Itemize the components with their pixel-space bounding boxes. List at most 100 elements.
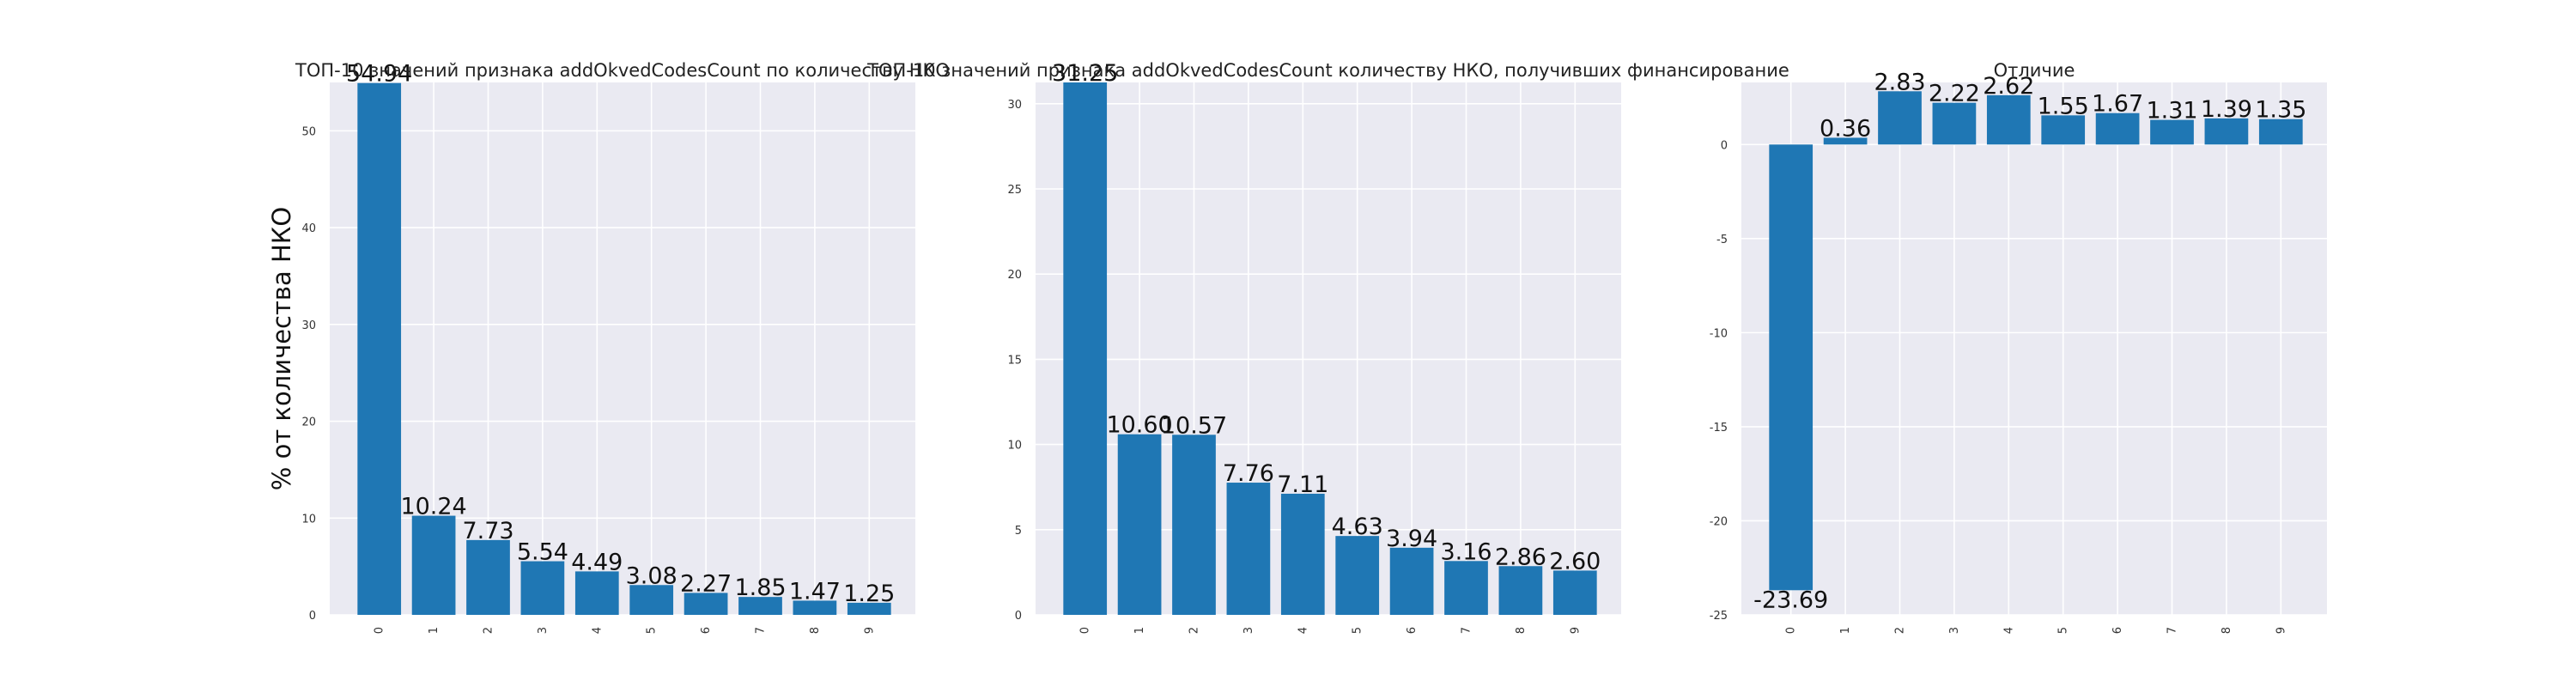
x-tick-label: 3 bbox=[537, 627, 550, 634]
bar bbox=[357, 82, 402, 615]
x-tick-label: 7 bbox=[755, 627, 768, 634]
x-tick-label: 9 bbox=[1569, 627, 1582, 634]
x-tick-label: 8 bbox=[809, 627, 822, 634]
bar bbox=[1769, 144, 1814, 591]
bar bbox=[1878, 91, 1922, 145]
x-tick-label: 8 bbox=[1515, 627, 1528, 634]
bar bbox=[1226, 483, 1271, 615]
chart-title-2: ТОП-10 значений признака addOkvedCodesCo… bbox=[866, 60, 1789, 81]
data-label: 1.47 bbox=[789, 578, 841, 605]
x-tick-label: 1 bbox=[428, 627, 440, 634]
data-label: 31.25 bbox=[1052, 60, 1118, 87]
y-tick-label: -25 bbox=[1710, 610, 1728, 623]
x-tick-label: 9 bbox=[863, 627, 876, 634]
data-label: 2.22 bbox=[1929, 81, 1980, 107]
data-label: 1.55 bbox=[2038, 93, 2089, 119]
x-tick-label: 5 bbox=[1352, 627, 1364, 634]
data-label: 7.11 bbox=[1277, 471, 1328, 498]
chart-panel-1: 54.94 10.247.735.54 4.493.08 2.27 1.85 1.47 1.… bbox=[267, 60, 950, 634]
chart-panel-3: -23.69 0.362.83 2.22 2.621.55 1.67 1.31 1.39 1.… bbox=[1710, 60, 2327, 634]
bar bbox=[1552, 570, 1597, 615]
bar bbox=[738, 597, 782, 615]
data-label: 1.31 bbox=[2146, 98, 2197, 125]
x-tick-label: 4 bbox=[2002, 627, 2015, 634]
data-label: 7.76 bbox=[1223, 460, 1274, 487]
data-label: 1.35 bbox=[2255, 97, 2306, 124]
x-tick-label: 0 bbox=[374, 627, 386, 634]
y-ticks-2: 0 5 10 15 20 25 30 bbox=[1007, 99, 1022, 623]
bar bbox=[629, 585, 674, 615]
bar bbox=[1335, 536, 1380, 615]
bar bbox=[574, 571, 619, 615]
data-label: 10.60 bbox=[1106, 412, 1172, 439]
data-label: 10.57 bbox=[1161, 412, 1227, 439]
data-label: 3.08 bbox=[626, 562, 677, 589]
data-label: 7.73 bbox=[462, 518, 513, 544]
y-tick-label: -15 bbox=[1710, 422, 1728, 435]
y-tick-label: -20 bbox=[1710, 515, 1728, 528]
bar bbox=[1063, 82, 1108, 615]
bar bbox=[1280, 493, 1325, 615]
data-label: 1.85 bbox=[734, 575, 786, 601]
data-label: 0.36 bbox=[1820, 115, 1871, 142]
y-ticks-1: 0 10 20 30 40 50 bbox=[301, 125, 316, 623]
bar bbox=[466, 539, 510, 615]
bar bbox=[1823, 137, 1868, 145]
bar bbox=[411, 515, 456, 615]
bar bbox=[1172, 435, 1216, 615]
data-labels-3: -23.69 0.362.83 2.22 2.621.55 1.67 1.31 1.39 1.… bbox=[1753, 69, 2306, 613]
x-tick-label: 3 bbox=[1948, 627, 1961, 634]
y-tick-label: 20 bbox=[301, 416, 316, 429]
data-label: 1.39 bbox=[2201, 96, 2252, 123]
x-tick-label: 4 bbox=[1297, 627, 1309, 634]
bar bbox=[2150, 119, 2194, 145]
x-tick-label: 7 bbox=[2166, 627, 2179, 634]
y-tick-label: 30 bbox=[301, 319, 316, 332]
bars-1 bbox=[357, 82, 891, 615]
bar bbox=[1986, 94, 2031, 145]
bar bbox=[1498, 566, 1543, 615]
data-label: 2.62 bbox=[1983, 73, 2034, 100]
bars-2 bbox=[1063, 82, 1597, 615]
x-tick-label: 9 bbox=[2275, 627, 2287, 634]
data-label: 1.67 bbox=[2092, 91, 2143, 118]
x-tick-label: 4 bbox=[591, 627, 604, 634]
x-tick-label: 2 bbox=[1894, 627, 1907, 634]
x-tick-label: 2 bbox=[1188, 627, 1201, 634]
y-tick-label: 0 bbox=[309, 610, 316, 623]
y-axis-label-1: % от количества НКО bbox=[267, 207, 296, 490]
y-tick-label: 20 bbox=[1007, 269, 1022, 282]
bar bbox=[1389, 547, 1434, 615]
bar bbox=[683, 593, 728, 615]
y-tick-label: -10 bbox=[1710, 327, 1728, 340]
y-ticks-3: -25 -20 -15 -10 -5 0 bbox=[1710, 139, 1728, 623]
y-tick-label: 0 bbox=[1721, 139, 1728, 152]
data-label: 54.94 bbox=[346, 61, 412, 88]
x-tick-label: 6 bbox=[2111, 627, 2124, 634]
plot-area-3 bbox=[1741, 82, 2327, 615]
data-label: 4.49 bbox=[571, 549, 623, 575]
x-ticks-3: 0 1 2 3 4 5 6 7 8 9 bbox=[1785, 627, 2288, 634]
grid-1 bbox=[330, 82, 915, 616]
chart-title-1: ТОП-10 значений признака addOkvedCodesCo… bbox=[295, 60, 950, 81]
bar bbox=[2041, 115, 2086, 145]
data-label: 3.94 bbox=[1386, 526, 1437, 552]
bar bbox=[793, 600, 837, 615]
data-label: 2.60 bbox=[1549, 548, 1601, 575]
bars-3 bbox=[1769, 91, 2303, 591]
y-tick-label: 50 bbox=[301, 125, 316, 138]
data-label: 2.27 bbox=[680, 570, 732, 597]
data-label: 5.54 bbox=[517, 539, 568, 566]
x-tick-label: 3 bbox=[1242, 627, 1255, 634]
bar bbox=[2095, 112, 2140, 145]
data-label: 2.86 bbox=[1495, 544, 1546, 570]
bar bbox=[2204, 118, 2249, 145]
bar bbox=[1444, 561, 1488, 615]
chart-title-3: Отличие bbox=[1994, 60, 2075, 81]
y-tick-label: 40 bbox=[301, 222, 316, 235]
bar bbox=[1932, 102, 1977, 145]
y-tick-label: 0 bbox=[1015, 610, 1022, 623]
bar bbox=[2258, 119, 2303, 145]
